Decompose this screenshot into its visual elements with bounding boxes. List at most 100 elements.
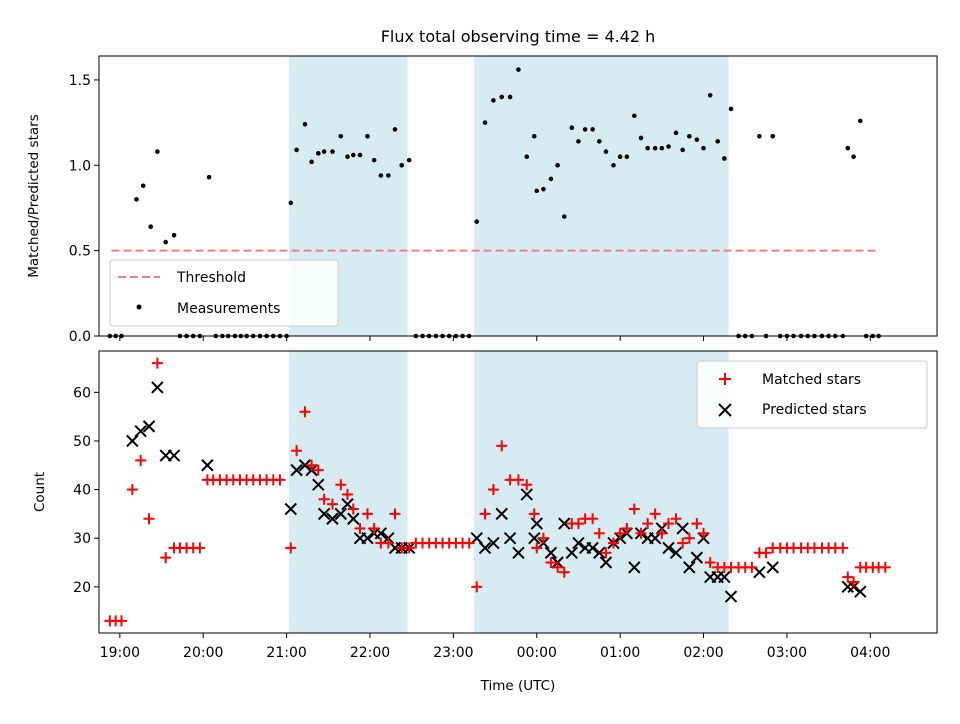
predicted-stars-point <box>512 546 525 559</box>
top-ytick-label: 1.0 <box>69 158 91 174</box>
measurement-point <box>624 154 630 160</box>
matched-legend-swatch <box>719 373 731 385</box>
measurement-point <box>140 183 146 189</box>
predicted-stars-point <box>142 420 156 433</box>
predicted-stars-point <box>841 580 854 594</box>
measurement-point <box>516 67 521 72</box>
measurement-point <box>611 162 616 168</box>
predicted-stars-point <box>341 497 354 511</box>
predicted-stroke-b <box>317 507 331 521</box>
bottom-xtick-label: 01:00 <box>600 645 640 661</box>
matched-stars-point <box>848 576 860 588</box>
predicted-stars-point <box>628 561 641 574</box>
top-legend: Threshold Measurements <box>109 259 339 327</box>
measurement-point <box>569 125 575 131</box>
predicted-stars-point <box>593 546 606 559</box>
predicted-stroke-b <box>284 502 297 516</box>
measurement-point <box>645 145 650 151</box>
top-shaded-regions <box>289 56 729 336</box>
shaded-region-2 <box>474 351 729 633</box>
top-y-axis-label: Matched/Predicted stars <box>26 114 42 277</box>
bottom-ytick-label: 50 <box>73 434 91 450</box>
measurement-point <box>330 149 335 154</box>
predicted-stroke-b <box>341 497 354 511</box>
bottom-xtick-label: 04:00 <box>850 645 890 661</box>
matched-stars-point <box>593 527 605 539</box>
matched-stars-point <box>382 537 394 549</box>
predicted-stroke-b <box>572 536 585 550</box>
predicted-stars-point <box>528 531 541 545</box>
measurements-legend-swatch <box>136 304 142 310</box>
measurement-point <box>507 94 513 100</box>
predicted-stroke-b <box>628 561 641 574</box>
predicted-stroke-b <box>347 512 360 525</box>
predicted-stroke-b <box>565 546 578 559</box>
bottom-y-axis-label: Count <box>32 472 48 512</box>
measurement-point <box>707 92 713 98</box>
matched-stars-point <box>291 445 303 457</box>
matched-stars-point <box>552 561 564 573</box>
predicted-stroke-b <box>662 541 675 555</box>
bottom-legend: Matched stars Predicted stars <box>696 360 928 429</box>
matched-stars-point <box>389 508 401 520</box>
predicted-stroke-b <box>512 546 525 559</box>
bottom-legend-frame <box>696 360 928 429</box>
predicted-stars-point <box>151 381 164 394</box>
matched-stars-point <box>143 513 155 525</box>
measurement-point <box>728 106 734 112</box>
bottom-plot-frame <box>98 350 938 634</box>
bottom-shaded-regions <box>289 351 729 633</box>
predicted-stars-point <box>520 488 533 501</box>
measurement-point <box>582 127 588 132</box>
measurement-point <box>857 118 863 124</box>
predicted-stroke-b <box>134 425 147 438</box>
matched-stars-point <box>670 513 682 525</box>
bottom-xtick-label: 02:00 <box>683 645 723 661</box>
measurement-point <box>590 127 595 132</box>
measurement-point <box>531 133 537 139</box>
predicted-stars-point <box>724 590 738 603</box>
matched-stars-point <box>512 474 524 486</box>
predicted-stars-point <box>284 502 297 516</box>
matched-stars-point <box>663 518 675 530</box>
matched-stars-point <box>347 503 359 515</box>
bottom-ytick-label: 60 <box>73 385 91 401</box>
matched-stars-point <box>341 488 353 500</box>
measurement-point <box>371 157 377 163</box>
legend-threshold-label: Threshold <box>176 270 246 286</box>
measurement-point <box>770 133 776 139</box>
predicted-stroke-b <box>593 546 606 559</box>
predicted-stroke-b <box>326 512 339 525</box>
predicted-stars-point <box>586 541 599 555</box>
predicted-stars-point <box>565 546 578 559</box>
predicted-stars-point <box>572 536 585 550</box>
matched-stars-point <box>285 542 297 554</box>
measurement-point <box>632 113 637 119</box>
matched-stars-point <box>463 537 475 549</box>
predicted-stroke-b <box>724 590 738 603</box>
matched-stars-point <box>318 493 330 505</box>
measurement-point <box>851 154 856 160</box>
matched-stars-point <box>621 522 633 534</box>
matched-stars-point <box>635 527 647 539</box>
measurement-point <box>155 149 160 154</box>
predicted-stars-point <box>312 478 325 491</box>
matched-stars-point <box>572 518 584 530</box>
top-plot-frame <box>98 55 938 337</box>
predicted-stroke-b <box>718 570 731 584</box>
predicted-stars-point <box>599 556 613 569</box>
predicted-stroke-b <box>648 531 662 545</box>
matched-stars-point <box>368 522 380 534</box>
matched-stars-point <box>656 527 668 539</box>
predicted-stars-point <box>683 561 696 574</box>
measurement-point <box>345 154 350 160</box>
matched-stars-point <box>335 479 347 491</box>
predicted-stroke-b <box>558 517 571 530</box>
predicted-stars-point <box>718 570 731 584</box>
bottom-ytick-label: 20 <box>73 580 91 596</box>
bottom-y-ticks: 20 30 40 50 60 <box>73 385 99 596</box>
predicted-stroke-b <box>854 585 867 598</box>
matched-stars-point <box>704 557 716 568</box>
measurement-point <box>309 159 314 165</box>
measurement-point <box>206 174 212 180</box>
